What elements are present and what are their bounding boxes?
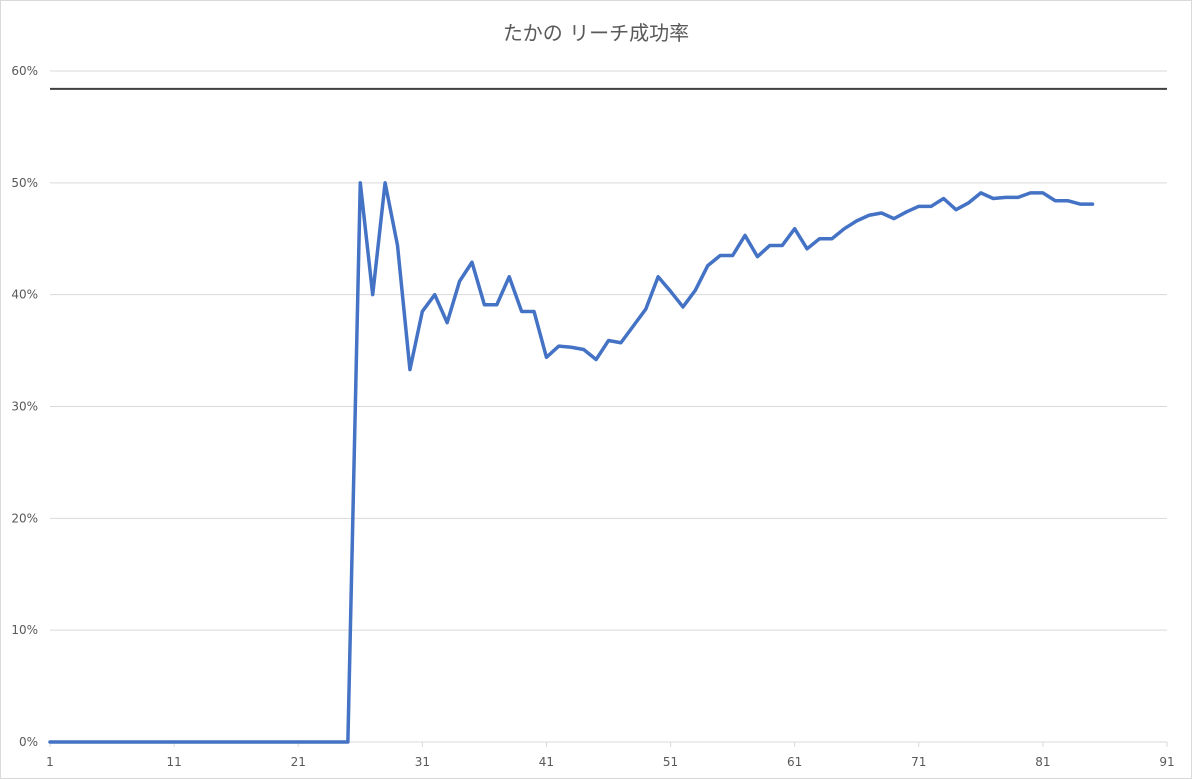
x-tick-label: 51 [663,755,678,769]
series-line [48,181,1095,744]
x-tick-label: 71 [911,755,926,769]
x-tick-label: 41 [539,755,554,769]
x-tick-label: 21 [291,755,306,769]
x-tick-label: 11 [166,755,181,769]
x-tick-label: 81 [1035,755,1050,769]
y-tick-label: 0% [19,735,38,749]
y-tick-label: 10% [11,623,38,637]
y-tick-label: 50% [11,176,38,190]
y-tick-label: 40% [11,288,38,302]
x-tick-label: 91 [1159,755,1174,769]
x-tick-label: 61 [787,755,802,769]
y-tick-label: 30% [11,400,38,414]
chart-title: たかの リーチ成功率 [502,21,690,45]
x-tick-label: 31 [415,755,430,769]
y-tick-label: 60% [11,64,38,78]
y-tick-label: 20% [11,511,38,525]
x-tick-label: 1 [46,755,54,769]
